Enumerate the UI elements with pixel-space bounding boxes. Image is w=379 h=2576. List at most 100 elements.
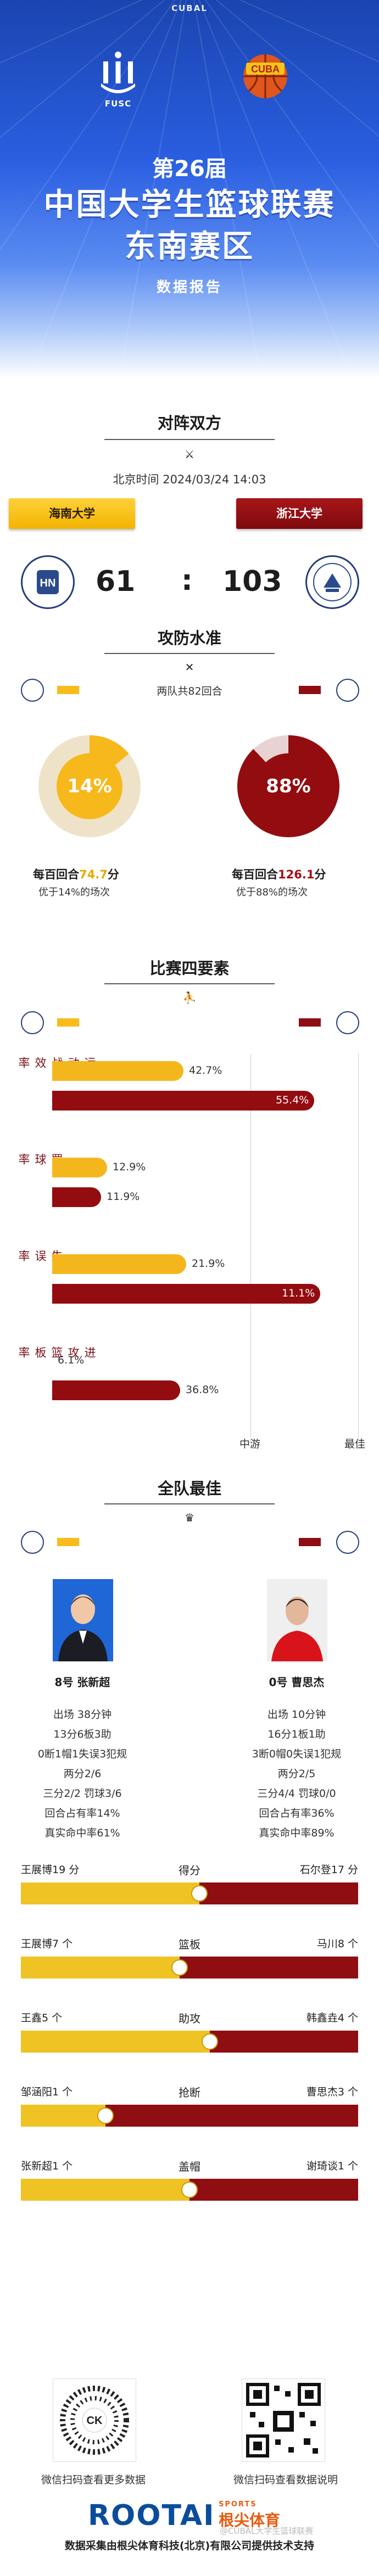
home-score: 61: [96, 565, 136, 598]
leader-stat-name: 盖帽: [179, 2160, 200, 2173]
away-factor-bar: [52, 1187, 101, 1207]
home-factor-bar: [52, 1254, 186, 1274]
section-title-best-players: 全队最佳: [157, 1479, 221, 1498]
player-stat-line: 出场 38分钟: [53, 1709, 112, 1721]
brand-top-logo: CUBAL: [171, 3, 208, 13]
home-color-bar: [57, 1538, 79, 1546]
home-mini-badge: [21, 679, 44, 702]
away-color-bar: [299, 686, 321, 694]
home-mini-badge: [21, 1011, 44, 1034]
fusc-logo-text: FUSC: [104, 99, 132, 109]
score-separator: :: [181, 564, 193, 597]
away-score: 103: [222, 565, 282, 598]
player-stat-line: 3断0帽0失误1犯规: [252, 1748, 342, 1760]
player-stat-line: 两分2/5: [277, 1768, 316, 1780]
away-factor-bar: [52, 1091, 314, 1111]
rootai-logo: ROOTAI: [88, 2499, 215, 2532]
rootai-tag: SPORTS: [219, 2500, 257, 2509]
player-stat-line: 出场 10分钟: [267, 1709, 326, 1721]
section-title-offense-defense: 攻防水准: [157, 629, 221, 647]
leader-away-name: 谢琦谈1 个: [306, 2160, 358, 2172]
section-title-four-factors: 比赛四要素: [149, 959, 230, 978]
player-stat-line: 两分2/6: [63, 1768, 102, 1780]
leader-stat-name: 得分: [179, 1864, 200, 1877]
axis-mid-label: 中游: [239, 1438, 261, 1450]
leader-home-name: 王鑫5 个: [21, 2012, 63, 2024]
player-stat-line: 回合占有率14%: [44, 1807, 120, 1819]
crossed-swords-icon: ✕: [185, 661, 194, 674]
qr-code-data-explanation: [242, 2378, 325, 2462]
rounds-total: 两队共82回合: [157, 685, 222, 697]
away-color-bar: [299, 1018, 321, 1027]
away-ppp: 每百回合126.1分: [232, 866, 326, 882]
away-factor-value: 55.4%: [276, 1094, 309, 1106]
home-team-tag: 海南大学: [9, 498, 135, 529]
home-percentile-value: 14%: [57, 753, 122, 819]
leader-stat-name: 抢断: [179, 2086, 200, 2099]
leader-away-name: 韩鑫垚4 个: [306, 2012, 358, 2024]
leader-bar-knob: [97, 2107, 114, 2124]
player-stat-line: 真实命中率61%: [44, 1827, 120, 1839]
player-icon: ⛹: [182, 991, 197, 1004]
away-mini-badge: [336, 1531, 359, 1554]
away-ppp-prefix: 每百回合: [232, 868, 278, 881]
qr-left-caption: 微信扫码查看更多数据: [41, 2474, 146, 2486]
home-factor-value: 42.7%: [189, 1064, 222, 1076]
player-stat-line: 真实命中率89%: [259, 1827, 335, 1839]
leader-bar: [21, 2031, 358, 2053]
cuba-logo: CUBA: [241, 46, 290, 101]
away-percentile-ring: 88%: [237, 735, 339, 837]
divider: [104, 653, 275, 654]
player-stat-line: 16分1板1助: [267, 1728, 326, 1740]
away-factor-value: 11.1%: [282, 1287, 315, 1299]
credit-line: 数据采集由根尖体育科技(北京)有限公司提供技术支持: [64, 2540, 315, 2552]
leader-away-name: 马川8 个: [316, 1938, 358, 1950]
away-player-photo: [267, 1579, 327, 1661]
away-factor-value: 11.9%: [107, 1191, 140, 1203]
home-ppp: 每百回合74.7分: [33, 866, 119, 882]
away-ppp-suffix: 分: [314, 868, 326, 881]
fusc-logo: FUSC: [93, 49, 143, 112]
qr-code-more-data: CK: [53, 2378, 136, 2462]
vs-icon: ⚔: [185, 448, 194, 461]
top-gridline: [358, 1053, 359, 1438]
away-factor-value: 36.8%: [186, 1384, 219, 1396]
axis-top-label: 最佳: [344, 1438, 366, 1450]
leader-bar-knob: [202, 2033, 218, 2050]
watermark: @CUBAL大学生篮球联赛: [220, 2526, 314, 2536]
home-ppp-value: 74.7: [79, 868, 108, 881]
leader-home-name: 王展博7 个: [21, 1938, 73, 1950]
player-stat-line: 13分6板3助: [53, 1728, 112, 1740]
home-color-bar: [57, 686, 79, 694]
home-color-bar: [57, 1018, 79, 1027]
match-time: 北京时间 2024/03/24 14:03: [113, 473, 266, 486]
factor-label: 进攻篮板率: [17, 1346, 96, 1359]
report-subtitle: 数据报告: [156, 279, 222, 296]
away-player-stats: 出场 10分钟 16分1板1助 3断0帽0失误1犯规 两分2/5 三分4/4 罚球0/0…: [231, 1706, 363, 1845]
player-stat-line: 三分4/4 罚球0/0: [257, 1788, 336, 1800]
divider: [104, 1503, 275, 1504]
away-factor-bar: [52, 1284, 320, 1304]
away-mini-badge: [336, 1011, 359, 1034]
away-team-badge: [305, 555, 359, 609]
leader-home-name: 王展博19 分: [21, 1864, 80, 1876]
hero-banner: CUBAL FUSC CUBA 第26届 中国大学生篮球联赛 东南赛区 数据报告: [0, 0, 379, 379]
cuba-logo-text: CUBA: [251, 64, 280, 75]
player-stat-line: 三分2/2 罚球3/6: [43, 1788, 122, 1800]
away-team-tag: 浙江大学: [236, 498, 363, 529]
home-factor-bar: [52, 1061, 183, 1081]
home-factor-value: 6.1%: [58, 1354, 85, 1366]
away-mini-badge: [336, 679, 359, 702]
home-player-name: 8号 张新超: [54, 1676, 110, 1689]
home-ppp-prefix: 每百回合: [33, 868, 79, 881]
away-percentile-value: 88%: [255, 753, 321, 819]
home-percentile-ring: 14%: [38, 735, 141, 837]
home-ppp-suffix: 分: [107, 868, 119, 881]
leader-home-name: 邹涵阳1 个: [21, 2086, 73, 2098]
mid-gridline: [250, 1053, 251, 1438]
home-ppp-note: 优于14%的场次: [38, 887, 110, 898]
rootai-cn-logo: 根尖体育: [219, 2511, 281, 2529]
qr-right-caption: 微信扫码查看数据说明: [233, 2474, 338, 2486]
player-stat-line: 0断1帽1失误3犯规: [37, 1748, 127, 1760]
divider: [104, 983, 275, 984]
